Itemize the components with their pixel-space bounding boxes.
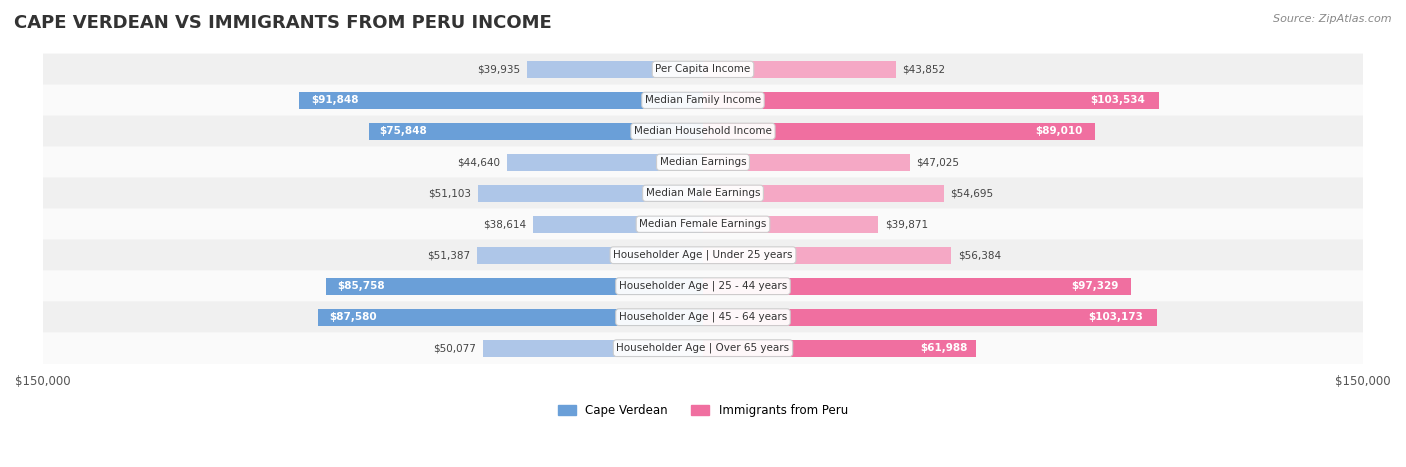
Text: Per Capita Income: Per Capita Income xyxy=(655,64,751,74)
Text: $50,077: $50,077 xyxy=(433,343,477,353)
FancyBboxPatch shape xyxy=(42,85,1364,116)
FancyBboxPatch shape xyxy=(42,333,1364,364)
Text: $39,871: $39,871 xyxy=(886,219,928,229)
Text: $97,329: $97,329 xyxy=(1071,281,1119,291)
FancyBboxPatch shape xyxy=(42,147,1364,178)
Text: Median Female Earnings: Median Female Earnings xyxy=(640,219,766,229)
FancyBboxPatch shape xyxy=(42,240,1364,271)
Text: $38,614: $38,614 xyxy=(484,219,526,229)
Text: $85,758: $85,758 xyxy=(337,281,384,291)
Bar xyxy=(318,309,703,325)
Text: $61,988: $61,988 xyxy=(921,343,967,353)
Bar xyxy=(703,247,952,264)
Bar xyxy=(506,154,703,171)
FancyBboxPatch shape xyxy=(42,270,1364,302)
Bar xyxy=(477,247,703,264)
Bar xyxy=(370,123,703,140)
Bar xyxy=(703,123,1095,140)
Bar xyxy=(703,185,943,202)
Bar xyxy=(533,216,703,233)
Text: $87,580: $87,580 xyxy=(329,312,377,322)
Text: CAPE VERDEAN VS IMMIGRANTS FROM PERU INCOME: CAPE VERDEAN VS IMMIGRANTS FROM PERU INC… xyxy=(14,14,551,32)
Text: $103,173: $103,173 xyxy=(1088,312,1143,322)
Bar xyxy=(703,309,1157,325)
FancyBboxPatch shape xyxy=(42,54,1364,85)
Bar xyxy=(703,340,976,357)
Text: Median Male Earnings: Median Male Earnings xyxy=(645,188,761,198)
Bar xyxy=(703,154,910,171)
Bar xyxy=(527,61,703,78)
Bar xyxy=(703,61,896,78)
FancyBboxPatch shape xyxy=(42,177,1364,209)
Text: Householder Age | Over 65 years: Householder Age | Over 65 years xyxy=(616,343,790,354)
Text: Source: ZipAtlas.com: Source: ZipAtlas.com xyxy=(1274,14,1392,24)
Text: $91,848: $91,848 xyxy=(311,95,359,106)
Text: $56,384: $56,384 xyxy=(957,250,1001,260)
FancyBboxPatch shape xyxy=(42,115,1364,147)
Bar xyxy=(478,185,703,202)
Text: $44,640: $44,640 xyxy=(457,157,501,167)
Bar xyxy=(482,340,703,357)
Text: Householder Age | Under 25 years: Householder Age | Under 25 years xyxy=(613,250,793,261)
Text: $39,935: $39,935 xyxy=(478,64,520,74)
Bar xyxy=(326,278,703,295)
Bar xyxy=(703,92,1159,109)
Text: $103,534: $103,534 xyxy=(1090,95,1144,106)
Text: $43,852: $43,852 xyxy=(903,64,946,74)
Legend: Cape Verdean, Immigrants from Peru: Cape Verdean, Immigrants from Peru xyxy=(554,399,852,422)
Text: $51,387: $51,387 xyxy=(427,250,470,260)
Bar xyxy=(703,278,1132,295)
FancyBboxPatch shape xyxy=(42,301,1364,333)
Text: Householder Age | 45 - 64 years: Householder Age | 45 - 64 years xyxy=(619,312,787,322)
Bar xyxy=(298,92,703,109)
Text: $75,848: $75,848 xyxy=(380,126,427,136)
Text: $54,695: $54,695 xyxy=(950,188,994,198)
Text: Median Family Income: Median Family Income xyxy=(645,95,761,106)
Text: Median Earnings: Median Earnings xyxy=(659,157,747,167)
FancyBboxPatch shape xyxy=(42,208,1364,240)
Text: $47,025: $47,025 xyxy=(917,157,959,167)
Text: $89,010: $89,010 xyxy=(1036,126,1083,136)
Text: Householder Age | 25 - 44 years: Householder Age | 25 - 44 years xyxy=(619,281,787,291)
Text: Median Household Income: Median Household Income xyxy=(634,126,772,136)
Bar xyxy=(703,216,879,233)
Text: $51,103: $51,103 xyxy=(429,188,471,198)
